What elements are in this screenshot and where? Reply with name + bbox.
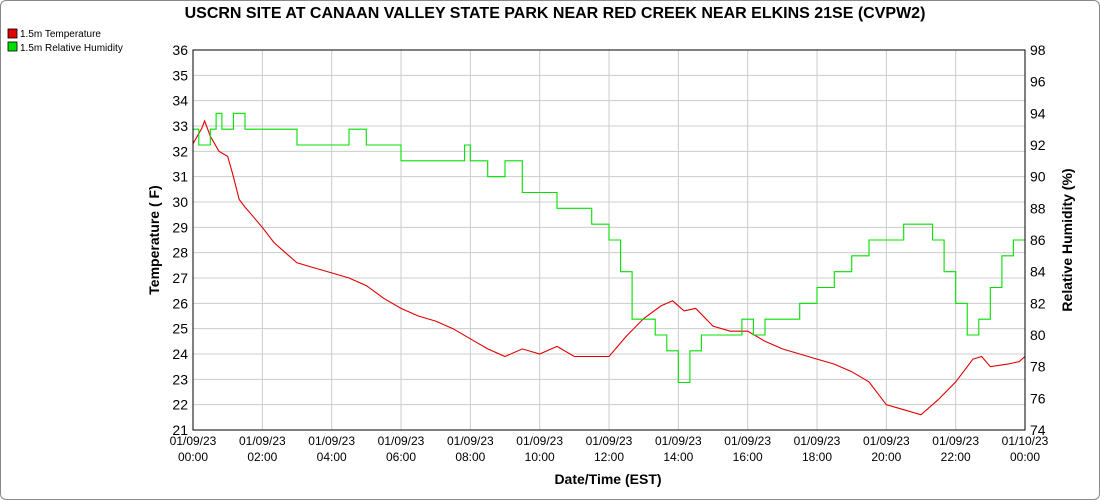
right-axis-ticks: 74 76 78 80 82 84 86 88 90 92 94 96 98: [1030, 42, 1046, 438]
x-tick-date: 01/09/23: [794, 434, 841, 448]
y-left-tick-label: 22: [172, 397, 188, 413]
x-tick-time: 00:00: [1010, 450, 1040, 464]
y-left-tick-label: 30: [172, 194, 188, 210]
x-tick-time: 18:00: [802, 450, 832, 464]
y-left-tick-label: 31: [172, 169, 188, 185]
y-left-tick-label: 33: [172, 118, 188, 134]
x-tick-time: 02:00: [247, 450, 277, 464]
y-left-tick-label: 21: [172, 422, 188, 438]
y-right-tick-label: 78: [1030, 359, 1046, 375]
x-tick-time: 08:00: [455, 450, 485, 464]
y-right-tick-label: 76: [1030, 390, 1046, 406]
x-tick-date: 01/10/23: [1002, 434, 1049, 448]
x-tick-time: 04:00: [317, 450, 347, 464]
series-line-temperature: [192, 119, 1026, 416]
y-left-tick-label: 32: [172, 143, 188, 159]
x-tick-time: 22:00: [941, 450, 971, 464]
y-right-tick-label: 92: [1030, 137, 1046, 153]
y-left-tick-label: 36: [172, 42, 188, 58]
y-right-tick-label: 94: [1030, 105, 1046, 121]
x-tick-time: 10:00: [525, 450, 555, 464]
left-axis-ticks: 21 22 23 24 25 26 27 28 29 30 31 32 33 34 35 36: [172, 42, 188, 438]
y-right-tick-label: 88: [1030, 200, 1046, 216]
y-right-tick-label: 96: [1030, 74, 1046, 90]
legend-label-temperature: 1.5m Temperature: [20, 29, 101, 40]
series-line-humidity: [193, 112, 1025, 384]
legend: 1.5m Temperature 1.5m Relative Humidity: [7, 28, 123, 54]
x-tick-date: 01/09/23: [378, 434, 425, 448]
y-left-tick-label: 29: [172, 219, 188, 235]
x-tick-time: 06:00: [386, 450, 416, 464]
y-right-tick-label: 84: [1030, 264, 1046, 280]
x-tick-date: 01/09/23: [586, 434, 633, 448]
y-left-tick-label: 34: [172, 93, 188, 109]
y-left-tick-label: 26: [172, 295, 188, 311]
y-right-tick-label: 98: [1030, 42, 1046, 58]
x-tick-time: 14:00: [663, 450, 693, 464]
y-axis-label-left: Temperature ( F): [146, 185, 162, 294]
x-tick-date: 01/09/23: [308, 434, 355, 448]
x-tick-time: 00:00: [178, 450, 208, 464]
x-tick-date: 01/09/23: [447, 434, 494, 448]
x-tick-date: 01/09/23: [170, 434, 217, 448]
x-tick-date: 01/09/23: [863, 434, 910, 448]
x-tick-date: 01/09/23: [239, 434, 286, 448]
x-axis-ticks: 01/09/23 00:00 01/09/23 02:00 01/09/23 04:00 0…: [170, 434, 1049, 464]
y-right-tick-label: 74: [1030, 422, 1046, 438]
legend-swatch-temperature: [7, 28, 18, 39]
x-axis-label: Date/Time (EST): [554, 471, 661, 487]
y-axis-label-right: Relative Humidity (%): [1059, 168, 1075, 311]
y-left-tick-label: 25: [172, 321, 188, 337]
y-right-tick-label: 82: [1030, 295, 1046, 311]
x-tick-time: 20:00: [871, 450, 901, 464]
x-tick-date: 01/09/23: [516, 434, 563, 448]
y-right-tick-label: 80: [1030, 327, 1046, 343]
legend-label-humidity: 1.5m Relative Humidity: [20, 43, 123, 54]
legend-swatch-humidity: [7, 41, 18, 52]
x-tick-time: 16:00: [733, 450, 763, 464]
x-tick-date: 01/09/23: [655, 434, 702, 448]
x-tick-date: 01/09/23: [724, 434, 771, 448]
x-tick-date: 01/09/23: [932, 434, 979, 448]
x-tick-time: 12:00: [594, 450, 624, 464]
y-right-tick-label: 86: [1030, 232, 1046, 248]
y-left-tick-label: 35: [172, 67, 188, 83]
plot-border: [192, 49, 1026, 431]
y-left-tick-label: 24: [172, 346, 188, 362]
y-left-tick-label: 28: [172, 245, 188, 261]
y-left-tick-label: 27: [172, 270, 188, 286]
y-left-tick-label: 23: [172, 371, 188, 387]
chart-title: USCRN SITE AT CANAAN VALLEY STATE PARK N…: [185, 5, 926, 22]
y-right-tick-label: 90: [1030, 169, 1046, 185]
